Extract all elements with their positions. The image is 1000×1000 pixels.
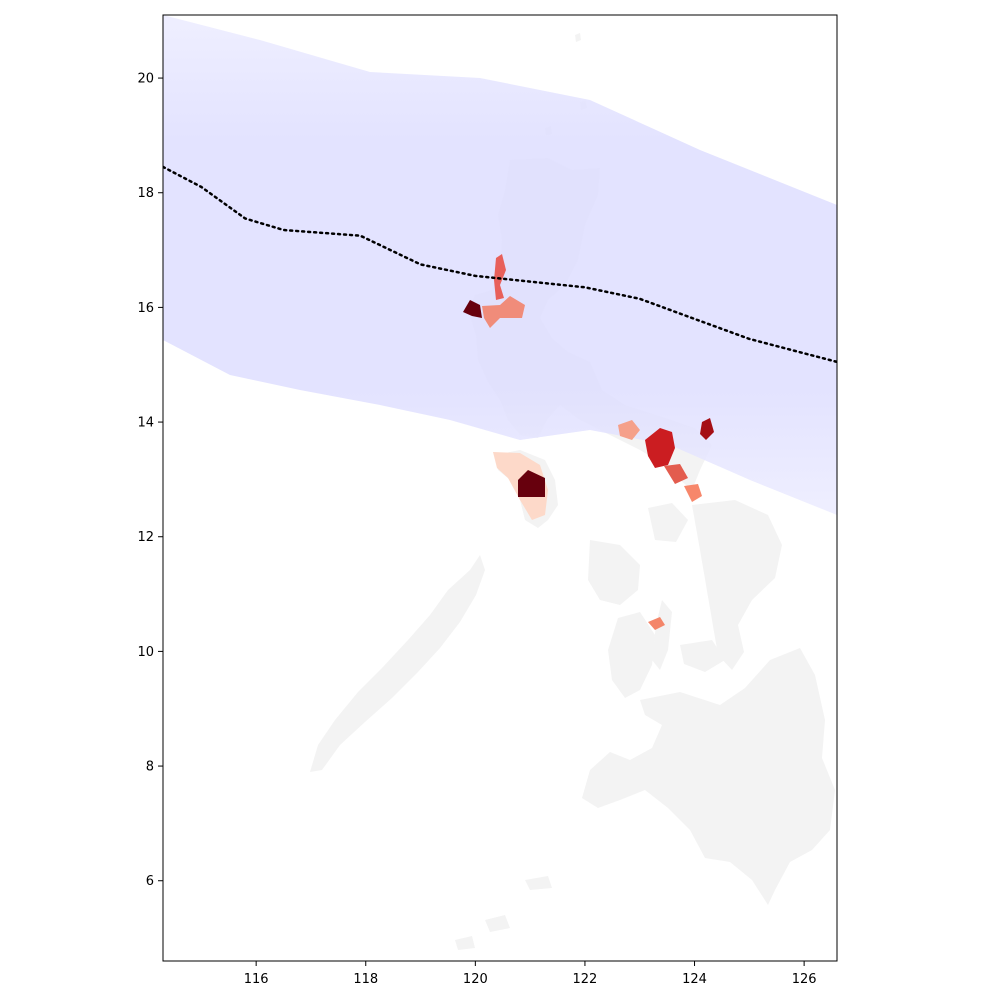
cebu-landmass	[652, 600, 672, 670]
impact-area-catanduanes	[700, 418, 714, 440]
panay-landmass	[588, 540, 640, 605]
impact-area-sorsogon	[684, 484, 702, 502]
x-tick-label-122: 122	[573, 972, 598, 987]
y-tick-label-14: 14	[137, 416, 154, 431]
samar-leyte-landmass	[692, 500, 782, 670]
impact-area-pangasinan-west	[463, 300, 482, 318]
impact-area-occidental-mindoro	[518, 470, 545, 497]
impact-area-camarines-sur	[645, 428, 675, 468]
y-tick-label-20: 20	[137, 72, 154, 87]
typhoon-track-line	[163, 165, 837, 364]
y-axis: 6 8 10 12 14 16 18 20	[137, 72, 163, 889]
negros-landmass	[608, 612, 655, 698]
x-axis: 116 118 120 122 124 126	[244, 961, 817, 987]
y-tick-label-6: 6	[146, 874, 154, 889]
impact-area-la-union	[494, 254, 506, 300]
x-tick-label-120: 120	[463, 972, 488, 987]
impact-layer	[463, 254, 714, 630]
x-tick-label-124: 124	[682, 972, 707, 987]
x-tick-label-126: 126	[792, 972, 817, 987]
y-tick-label-12: 12	[137, 530, 154, 545]
sulu-islands	[455, 876, 552, 950]
x-tick-label-116: 116	[244, 972, 269, 987]
impact-area-pangasinan	[482, 296, 525, 328]
y-tick-label-16: 16	[137, 301, 154, 316]
bohol-landmass	[680, 640, 725, 672]
impact-area-camarines-norte	[618, 420, 640, 440]
y-tick-label-10: 10	[137, 645, 154, 660]
y-tick-label-8: 8	[146, 760, 154, 775]
y-tick-label-18: 18	[137, 186, 154, 201]
masbate-landmass	[648, 503, 688, 542]
plot-frame	[162, 14, 838, 962]
x-tick-label-118: 118	[353, 972, 378, 987]
palawan-landmass	[310, 555, 485, 772]
impact-area-iloilo	[648, 617, 665, 630]
impact-area-albay	[664, 464, 688, 484]
mindanao-landmass	[582, 648, 835, 905]
